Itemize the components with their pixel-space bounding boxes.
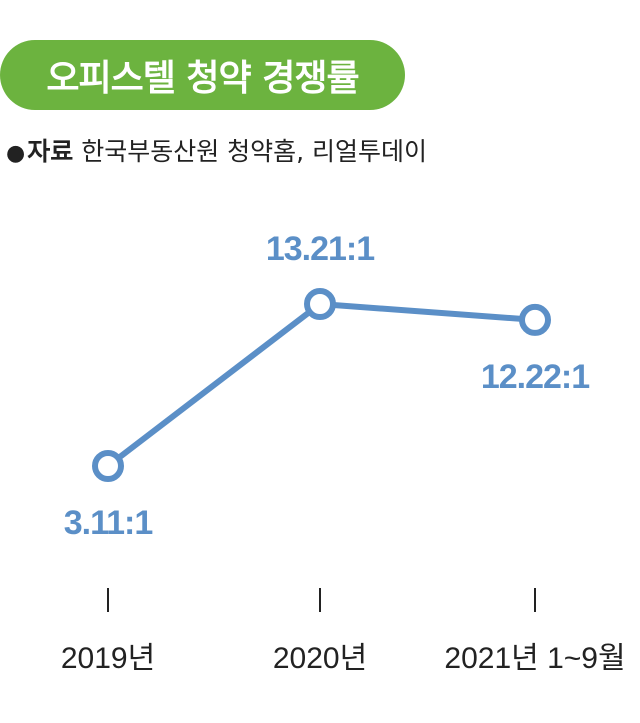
data-label: 13.21:1 [266, 230, 374, 268]
x-tick-label: 2020년 [273, 642, 367, 675]
data-label: 12.22:1 [481, 358, 589, 396]
source-label: 자료 [27, 137, 74, 166]
data-point [92, 450, 124, 482]
series-line [106, 301, 536, 469]
x-tick-label: 2019년 [61, 642, 155, 675]
chart-title: 오피스텔 청약 경쟁률 [46, 58, 359, 99]
data-point [519, 303, 551, 336]
data-label: 3.11:1 [64, 504, 153, 542]
x-tick-label: 2021년 1~9월 [444, 642, 625, 675]
source-text: 한국부동산원 청약홈, 리얼투데이 [81, 137, 428, 166]
source-note: ●자료 한국부동산원 청약홈, 리얼투데이 [6, 132, 427, 168]
data-point [304, 288, 336, 320]
bullet-icon: ● [6, 141, 26, 166]
chart-title-badge: 오피스텔 청약 경쟁률 [0, 40, 405, 110]
